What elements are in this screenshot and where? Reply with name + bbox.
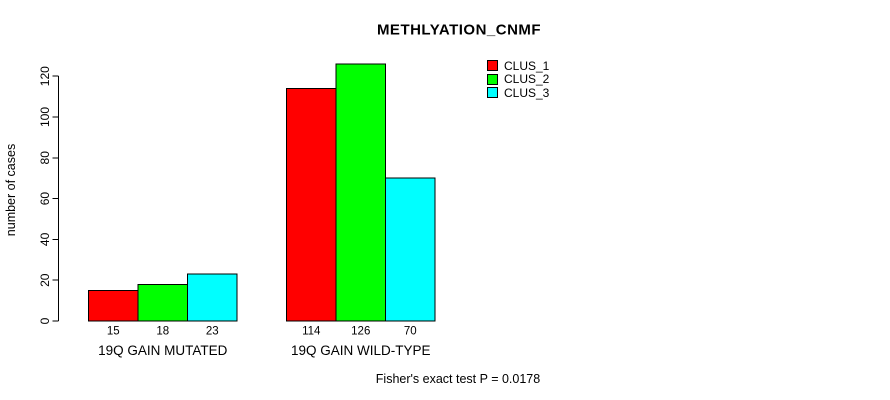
- legend: CLUS_1 CLUS_2 CLUS_3: [487, 60, 549, 99]
- bar-clus_3: [385, 177, 436, 322]
- y-tick-label: 120: [38, 66, 52, 86]
- y-tick-label: 40: [38, 232, 52, 246]
- category-label: 19Q GAIN WILD-TYPE: [291, 343, 431, 358]
- legend-swatch-clus_3: [487, 87, 498, 99]
- y-tick-label: 60: [38, 192, 52, 206]
- bar-value-label: 114: [302, 326, 321, 338]
- legend-item: CLUS_3: [487, 87, 549, 99]
- bar-clus_2: [137, 283, 188, 322]
- category-label: 19Q GAIN MUTATED: [98, 343, 228, 358]
- bar-clus_2: [335, 63, 386, 322]
- bar-value-label: 15: [107, 326, 120, 338]
- bar-value-label: 23: [206, 326, 219, 338]
- legend-swatch-clus_1: [487, 60, 498, 72]
- y-tick-label: 20: [38, 273, 52, 287]
- legend-swatch-clus_2: [487, 73, 498, 85]
- legend-label: CLUS_1: [504, 58, 550, 73]
- bar-clus_1: [286, 87, 337, 322]
- bar-value-label: 70: [404, 326, 417, 338]
- bar-clus_3: [187, 273, 238, 322]
- legend-item: CLUS_1: [487, 60, 549, 72]
- chart-title: METHLYATION_CNMF: [376, 21, 542, 39]
- fisher-test-annotation: Fisher's exact test P = 0.0178: [375, 372, 541, 386]
- bar-value-label: 18: [156, 326, 169, 338]
- y-tick-label: 100: [38, 107, 52, 127]
- legend-label: CLUS_2: [504, 72, 550, 87]
- bar-value-label: 126: [351, 326, 370, 338]
- legend-label: CLUS_3: [504, 85, 550, 100]
- bar-clus_1: [88, 289, 139, 322]
- y-tick-label: 0: [38, 317, 52, 324]
- y-tick-label: 80: [38, 151, 52, 165]
- legend-item: CLUS_2: [487, 72, 550, 87]
